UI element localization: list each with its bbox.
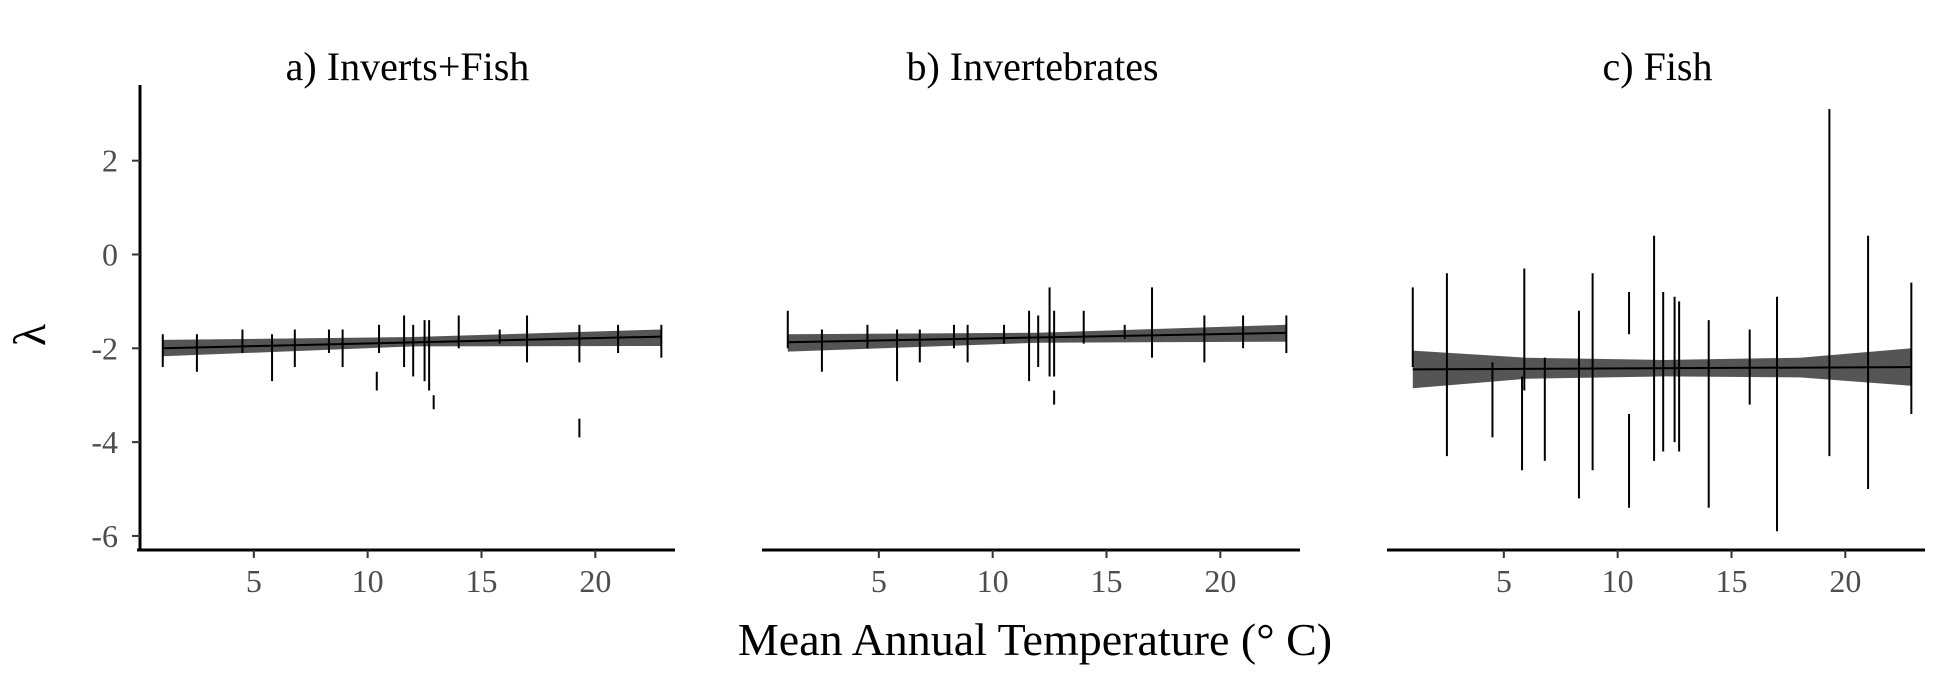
panel-title: a) Inverts+Fish — [286, 44, 530, 89]
x-tick-label: 5 — [1496, 563, 1512, 599]
panel-2: b) Invertebrates 5 10 15 20 — [762, 44, 1300, 599]
fit-line — [1412, 366, 1912, 371]
x-tick-label: 15 — [465, 563, 497, 599]
y-tick-label: -2 — [91, 330, 118, 366]
x-tick-label: 20 — [1204, 563, 1236, 599]
y-tick-label: 0 — [102, 236, 118, 272]
x-tick-label: 10 — [352, 563, 384, 599]
x-tick-label: 10 — [1602, 563, 1634, 599]
panel-3: c) Fish 5 10 15 20 — [1387, 44, 1925, 599]
x-tick-label: 20 — [579, 563, 611, 599]
panel-title: c) Fish — [1603, 44, 1713, 89]
x-tick-label: 5 — [246, 563, 262, 599]
x-axis-title: Mean Annual Temperature (° C) — [738, 614, 1332, 665]
fit-line — [787, 331, 1287, 344]
x-tick-label: 5 — [871, 563, 887, 599]
y-axis-title: λ — [4, 323, 55, 346]
fit-line — [162, 335, 662, 350]
x-tick-label: 20 — [1829, 563, 1861, 599]
y-tick-label: -4 — [91, 424, 118, 460]
y-tick-label: 2 — [102, 143, 118, 179]
x-tick-label: 10 — [977, 563, 1009, 599]
panel-title: b) Invertebrates — [906, 44, 1158, 89]
y-tick-label: -6 — [91, 518, 118, 554]
x-tick-label: 15 — [1715, 563, 1747, 599]
x-tick-label: 15 — [1090, 563, 1122, 599]
